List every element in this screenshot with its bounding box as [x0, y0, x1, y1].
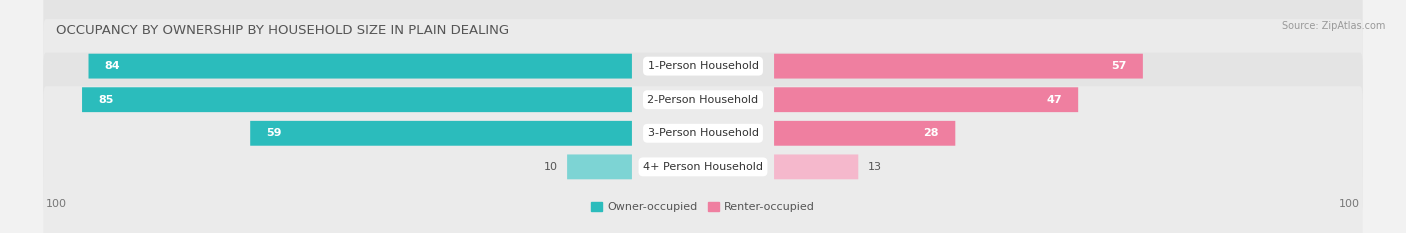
Text: OCCUPANCY BY OWNERSHIP BY HOUSEHOLD SIZE IN PLAIN DEALING: OCCUPANCY BY OWNERSHIP BY HOUSEHOLD SIZE… — [56, 24, 509, 37]
Text: 13: 13 — [868, 162, 882, 172]
Text: 84: 84 — [104, 61, 121, 71]
FancyBboxPatch shape — [775, 154, 858, 179]
FancyBboxPatch shape — [250, 121, 631, 146]
FancyBboxPatch shape — [775, 54, 1143, 79]
Text: 2-Person Household: 2-Person Household — [647, 95, 759, 105]
Text: 59: 59 — [267, 128, 283, 138]
FancyBboxPatch shape — [44, 19, 1362, 180]
Text: Source: ZipAtlas.com: Source: ZipAtlas.com — [1281, 21, 1385, 31]
Text: 28: 28 — [924, 128, 939, 138]
FancyBboxPatch shape — [44, 86, 1362, 233]
FancyBboxPatch shape — [567, 154, 631, 179]
Text: 85: 85 — [98, 95, 114, 105]
Text: 57: 57 — [1111, 61, 1126, 71]
Text: 4+ Person Household: 4+ Person Household — [643, 162, 763, 172]
Text: 1-Person Household: 1-Person Household — [648, 61, 758, 71]
Text: 47: 47 — [1046, 95, 1062, 105]
FancyBboxPatch shape — [82, 87, 631, 112]
FancyBboxPatch shape — [775, 121, 955, 146]
FancyBboxPatch shape — [44, 53, 1362, 214]
Legend: Owner-occupied, Renter-occupied: Owner-occupied, Renter-occupied — [592, 202, 814, 212]
Text: 3-Person Household: 3-Person Household — [648, 128, 758, 138]
Text: 10: 10 — [544, 162, 558, 172]
FancyBboxPatch shape — [44, 0, 1362, 147]
FancyBboxPatch shape — [775, 87, 1078, 112]
FancyBboxPatch shape — [89, 54, 631, 79]
